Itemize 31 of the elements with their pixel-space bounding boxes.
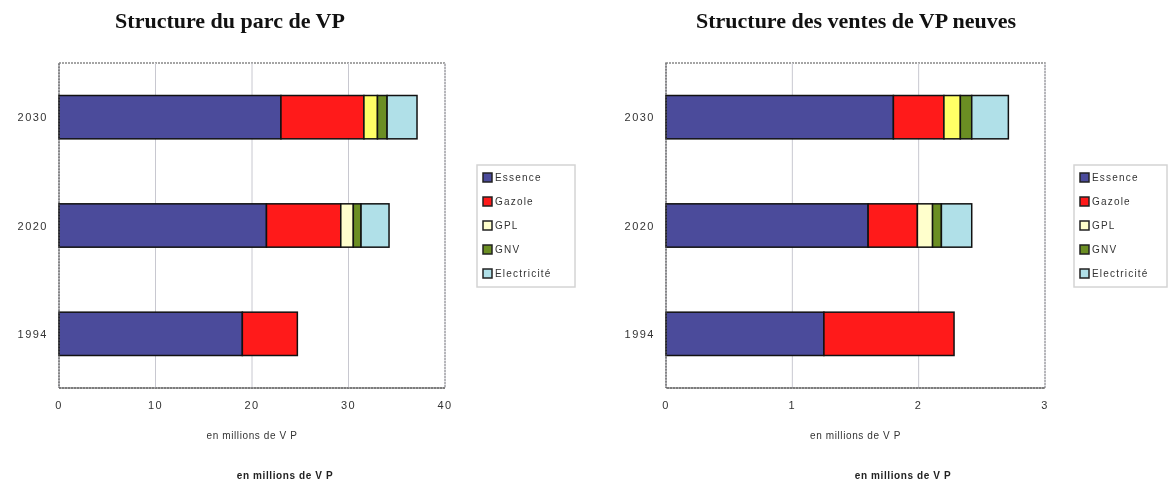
- legend-label: GPL: [495, 220, 519, 231]
- x-axis-title: en millions de V P: [206, 430, 298, 441]
- legend-label: GNV: [1092, 244, 1118, 255]
- legend-label: GPL: [1092, 220, 1116, 231]
- x-tick-label: 0: [662, 399, 670, 411]
- text: en millions de V P: [854, 470, 952, 481]
- y-tick-label: 2020: [17, 219, 48, 232]
- y-tick-label: 2020: [624, 219, 655, 232]
- legend-label: Electricité: [495, 268, 552, 279]
- x-tick-label: 20: [244, 399, 260, 411]
- y-tick-label: 1994: [624, 327, 655, 340]
- y-tick-label: 1994: [17, 327, 48, 340]
- x-tick-label: 40: [437, 399, 453, 411]
- x-tick-label: 2: [914, 399, 923, 411]
- x-tick-label: 30: [340, 399, 357, 411]
- text: en millions de V P: [236, 470, 334, 481]
- legend-label: Electricité: [1092, 268, 1149, 279]
- legend-label: Gazole: [1092, 196, 1131, 207]
- x-axis-title: en millions de V P: [810, 430, 901, 441]
- x-tick-label: 1: [788, 399, 797, 411]
- legend-label: Essence: [495, 172, 542, 183]
- x-tick-label: 3: [1041, 399, 1049, 411]
- legend-label: Essence: [1092, 172, 1139, 183]
- legend-label: GNV: [495, 244, 521, 255]
- y-tick-label: 2030: [624, 111, 655, 124]
- chart-title: Structure du parc de VP: [115, 8, 345, 33]
- chart-title: Structure des ventes de VP neuves: [695, 8, 1017, 33]
- legend-label: Gazole: [495, 196, 534, 207]
- x-tick-label: 0: [55, 399, 63, 411]
- x-tick-label: 10: [147, 399, 164, 411]
- y-tick-label: 2030: [17, 111, 48, 124]
